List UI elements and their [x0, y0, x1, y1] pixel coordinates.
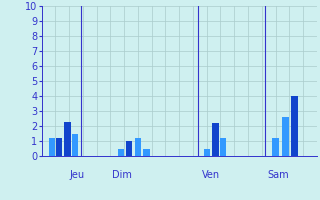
Bar: [118, 148, 124, 156]
Bar: [135, 138, 141, 156]
Bar: [143, 148, 150, 156]
Bar: [212, 123, 219, 156]
Bar: [64, 121, 71, 156]
Bar: [204, 148, 210, 156]
Text: Dim: Dim: [112, 170, 132, 180]
Bar: [49, 138, 55, 156]
Text: Sam: Sam: [267, 170, 289, 180]
Bar: [272, 138, 279, 156]
Text: Ven: Ven: [202, 170, 220, 180]
Bar: [220, 138, 226, 156]
Text: Jeu: Jeu: [69, 170, 84, 180]
Bar: [56, 138, 62, 156]
Bar: [291, 96, 298, 156]
Bar: [282, 117, 289, 156]
Bar: [72, 134, 78, 156]
Bar: [126, 141, 132, 156]
